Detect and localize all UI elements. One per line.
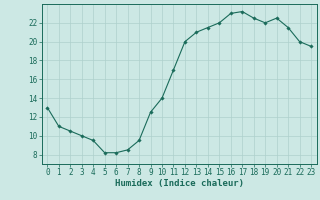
X-axis label: Humidex (Indice chaleur): Humidex (Indice chaleur) xyxy=(115,179,244,188)
